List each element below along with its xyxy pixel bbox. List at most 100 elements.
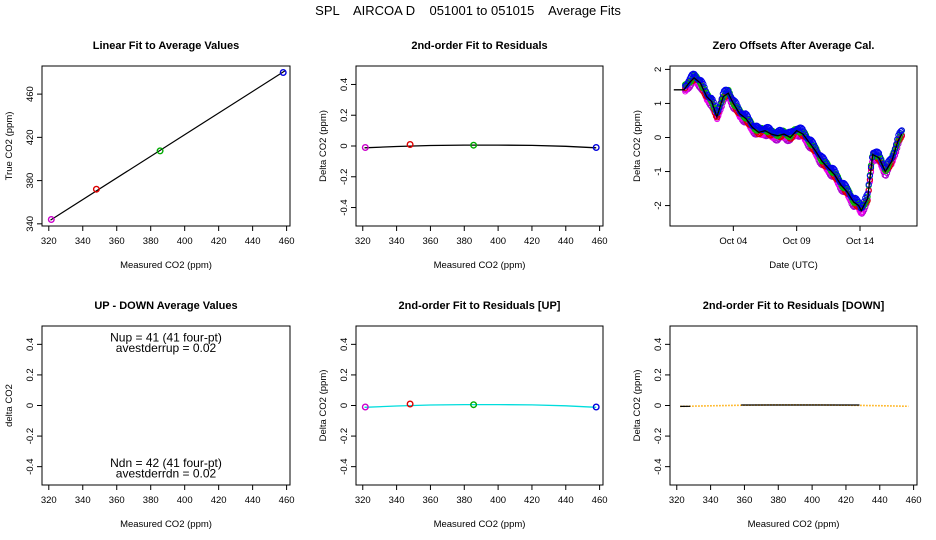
x-tick-label: 460 [279, 236, 295, 247]
x-tick-label: 460 [906, 495, 922, 506]
x-tick-label: 380 [770, 495, 786, 506]
fit-curve [364, 403, 597, 408]
y-tick-label: 0 [25, 403, 36, 408]
y-axis-label: delta CO2 [4, 384, 15, 427]
x-tick-label: 340 [703, 495, 719, 506]
annotation-text: Ndn = 42 (41 four-pt) [110, 456, 222, 470]
panel-title: 2nd-order Fit to Residuals [UP] [399, 300, 561, 312]
y-axis-label: Delta CO2 (ppm) [632, 110, 643, 182]
y-tick-label: -0.2 [653, 428, 664, 444]
x-tick-label: 360 [423, 495, 439, 506]
plot-area [47, 68, 287, 223]
x-tick-label: 360 [423, 236, 439, 247]
data-point-blue [844, 184, 851, 191]
data-point [92, 185, 100, 193]
x-tick-label: 400 [804, 495, 820, 506]
y-tick-label: -0.2 [25, 428, 36, 444]
y-tick-label: 0 [653, 403, 664, 408]
data-point-blue [898, 127, 905, 134]
data-point-blue [832, 168, 839, 176]
y-tick-label: 0.4 [25, 338, 36, 351]
y-tick-label: 420 [25, 129, 36, 145]
panel-title: 2nd-order Fit to Residuals [DOWN] [703, 300, 885, 312]
x-tick-label: 400 [490, 236, 506, 247]
data-point [361, 143, 369, 151]
panel-p1: Linear Fit to Average Values 320 340 360 380… [4, 40, 295, 271]
annotation-text: avestderrdn = 0.02 [116, 467, 217, 481]
x-axis-label: Measured CO2 (ppm) [120, 519, 212, 530]
x-tick-label: 420 [524, 236, 540, 247]
x-tick-label: 340 [75, 495, 91, 506]
x-tick-label: 460 [279, 495, 295, 506]
data-point [592, 403, 600, 411]
plot-area [361, 400, 600, 411]
x-tick-label: 340 [75, 236, 91, 247]
y-tick-label: 0 [653, 135, 664, 140]
x-tick-label: 360 [109, 236, 125, 247]
plot-frame [669, 65, 918, 227]
x-tick-label: 420 [211, 495, 227, 506]
fit-line [50, 70, 286, 221]
y-tick-label: -0.2 [339, 428, 350, 444]
y-axis-label: Delta CO2 (ppm) [318, 110, 329, 182]
x-tick-label: 420 [211, 236, 227, 247]
panel-p4: UP - DOWN Average Values 320 340 360 380 400 4… [4, 300, 295, 530]
x-tick-label: 400 [490, 495, 506, 506]
x-tick-label: 380 [456, 495, 472, 506]
y-tick-label: 0.2 [339, 368, 350, 381]
x-axis-label: Measured CO2 (ppm) [120, 260, 212, 271]
x-tick-label: 320 [669, 495, 685, 506]
panel-title: 2nd-order Fit to Residuals [411, 40, 547, 52]
data-point-blue [800, 128, 807, 135]
panel-title: UP - DOWN Average Values [94, 300, 237, 312]
data-point-blue [874, 148, 882, 155]
x-tick-label: Oct 14 [846, 236, 874, 247]
y-axis-label: Delta CO2 (ppm) [632, 370, 643, 442]
x-tick-label: 460 [592, 236, 608, 247]
panel-p5: 2nd-order Fit to Residuals [UP] 320 340 360… [318, 300, 608, 530]
y-axis-label: Delta CO2 (ppm) [318, 370, 329, 442]
x-tick-label: 440 [245, 495, 261, 506]
data-point [406, 140, 414, 148]
data-point-blue [875, 150, 883, 157]
x-tick-label: 340 [389, 236, 405, 247]
x-tick-label: 320 [355, 495, 371, 506]
y-tick-label: 340 [25, 216, 36, 232]
data-point [470, 401, 478, 409]
y-tick-label: 0 [339, 143, 350, 148]
data-point-blue [855, 198, 862, 206]
x-axis-label: Measured CO2 (ppm) [434, 260, 526, 271]
y-tick-label: 0.4 [339, 338, 350, 351]
series-line [673, 77, 903, 213]
x-tick-label: Oct 09 [783, 236, 811, 247]
y-tick-label: -0.2 [339, 169, 350, 185]
x-tick-label: 320 [355, 236, 371, 247]
panel-p2: 2nd-order Fit to Residuals 320 340 360 380 40… [318, 40, 608, 271]
x-tick-label: 460 [592, 495, 608, 506]
x-tick-label: 400 [177, 236, 193, 247]
data-point [470, 141, 478, 149]
data-point [361, 403, 369, 411]
x-tick-label: Oct 04 [719, 236, 747, 247]
x-tick-label: 440 [245, 236, 261, 247]
x-tick-label: 320 [41, 236, 57, 247]
x-axis-label: Measured CO2 (ppm) [748, 519, 840, 530]
y-tick-label: 0.2 [653, 368, 664, 381]
y-tick-label: 2 [653, 67, 664, 72]
y-tick-label: 1 [653, 101, 664, 106]
plot-area [361, 140, 600, 151]
y-tick-label: -2 [653, 201, 664, 209]
y-tick-label: 0.2 [25, 368, 36, 381]
x-axis-label: Measured CO2 (ppm) [434, 519, 526, 530]
data-point [156, 147, 164, 155]
x-tick-label: 440 [558, 495, 574, 506]
figure-title: SPL AIRCOA D 051001 to 051015 Average Fi… [315, 3, 621, 18]
plot-area [680, 404, 909, 408]
y-tick-label: -0.4 [25, 458, 36, 474]
fit-curve [364, 144, 597, 149]
plot-area [673, 70, 905, 217]
data-point [279, 68, 287, 76]
annotation-text: Nup = 41 (41 four-pt) [110, 330, 222, 344]
y-tick-label: 0.4 [653, 338, 664, 351]
x-axis-label: Date (UTC) [769, 260, 818, 271]
